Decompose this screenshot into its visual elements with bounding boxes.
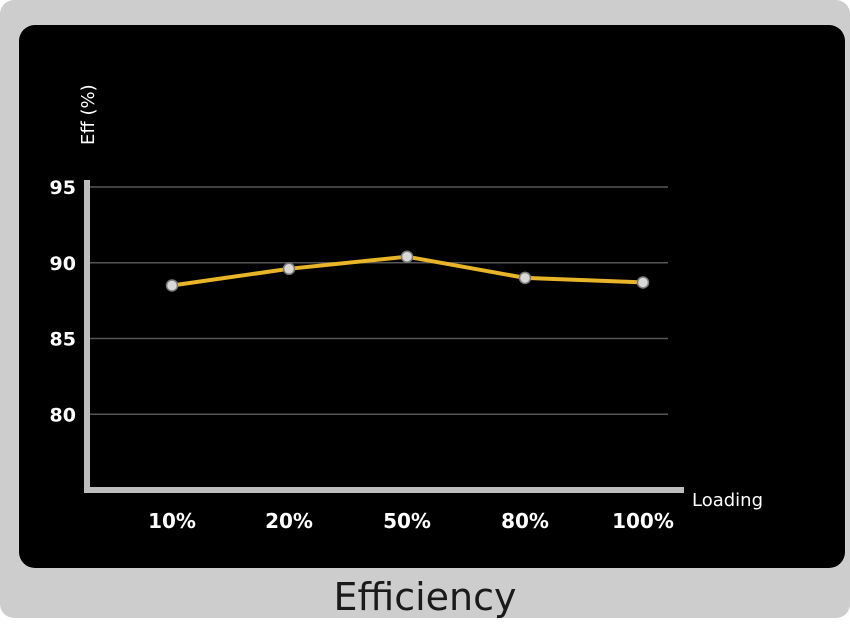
data-point [165, 279, 179, 292]
data-point [400, 250, 414, 263]
chart-title: Efficiency [333, 575, 517, 619]
x-tick-label: 100% [612, 509, 674, 533]
data-points [165, 250, 650, 292]
y-tick-label: 85 [50, 329, 76, 351]
data-point [518, 271, 532, 285]
y-tick-label: 90 [50, 253, 76, 275]
gridlines [87, 186, 668, 415]
chart-panel [19, 25, 845, 568]
y-axis-label: Eff (%) [78, 84, 99, 145]
data-point [282, 262, 296, 276]
data-point [636, 276, 650, 289]
x-tick-labels: 10% 20% 50% 80% 100% [148, 509, 674, 533]
y-tick-label: 95 [50, 177, 76, 199]
x-tick-label: 20% [265, 509, 313, 533]
x-tick-label: 80% [501, 509, 549, 533]
y-tick-labels: 80 85 90 95 [50, 177, 76, 426]
axes [84, 180, 684, 493]
x-tick-label: 50% [383, 509, 431, 533]
y-tick-label: 80 [50, 404, 76, 426]
x-axis-label: Loading [692, 490, 763, 511]
x-tick-label: 10% [148, 509, 196, 533]
